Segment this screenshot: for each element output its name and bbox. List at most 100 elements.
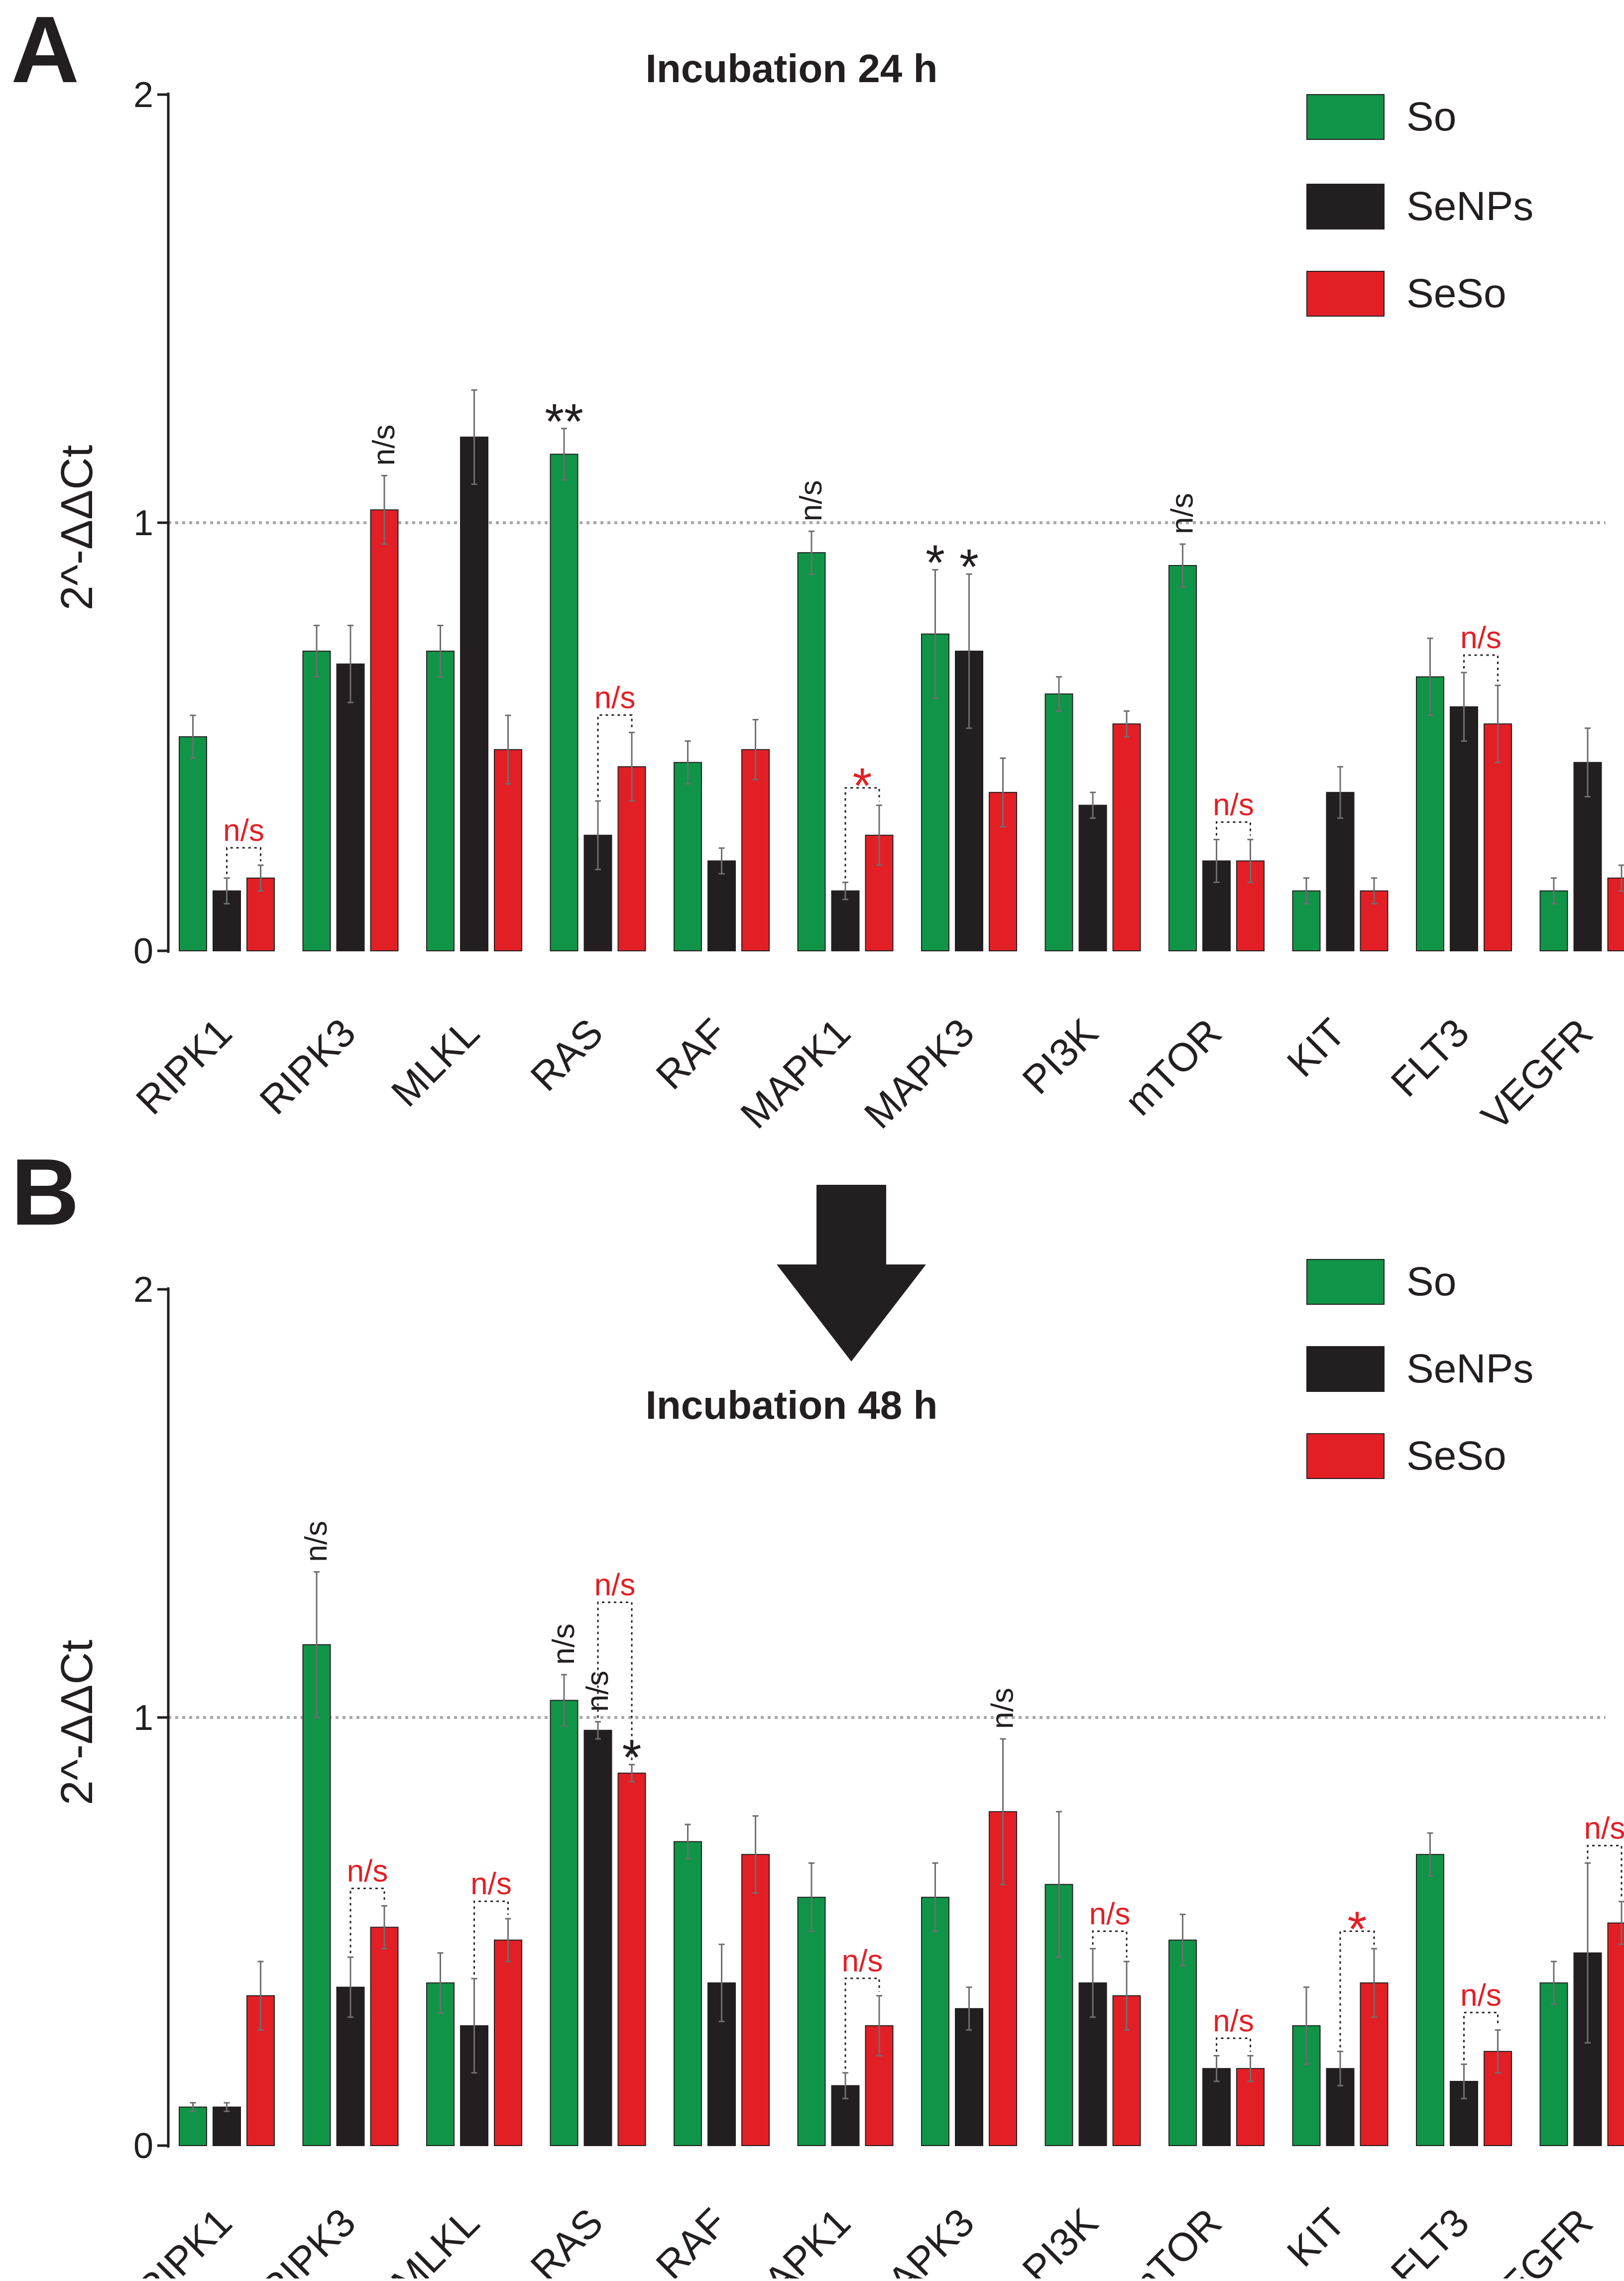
panel-letter-b: B	[11, 1140, 79, 1245]
bar	[584, 1730, 612, 2146]
significance-bracket	[1464, 655, 1498, 682]
bar	[1079, 805, 1107, 951]
panel-letter-a: A	[11, 0, 79, 103]
legend-label: So	[1406, 1259, 1456, 1304]
x-category-label: MAPK3	[856, 2200, 983, 2279]
bar	[674, 763, 701, 951]
x-category-label: MAPK1	[732, 2200, 859, 2279]
x-category-label: KIT	[1278, 1010, 1354, 1085]
bar	[303, 1645, 331, 2146]
transition-arrow-icon	[777, 1185, 926, 1362]
x-category-label: KIT	[1278, 2200, 1354, 2275]
y-tick-label: 0	[133, 931, 153, 971]
legend-swatch	[1307, 95, 1384, 139]
significance-label: *	[926, 535, 945, 591]
x-category-label: RAS	[522, 1010, 611, 1099]
bar	[179, 2107, 207, 2146]
bar	[371, 510, 398, 951]
x-category-label: MAPK1	[732, 1010, 859, 1137]
y-tick-label: 1	[133, 1698, 153, 1738]
y-tick-label: 2	[133, 1270, 153, 1310]
significance-label: n/s	[223, 813, 264, 848]
x-category-label: RIPK1	[127, 1010, 240, 1123]
x-category-label: FLT3	[1383, 1010, 1478, 1105]
significance-bracket	[1093, 1931, 1127, 1957]
significance-label: n/s	[1213, 788, 1254, 822]
bar	[798, 1897, 825, 2146]
significance-label: n/s	[1584, 1811, 1624, 1845]
bar	[337, 664, 364, 951]
bar	[461, 437, 488, 951]
significance-label: n/s	[367, 425, 401, 466]
bar	[1113, 724, 1141, 951]
x-category-label: VEGFR	[1473, 1010, 1601, 1139]
bar	[179, 737, 207, 951]
significance-label: *	[853, 758, 872, 814]
legend-swatch	[1307, 1434, 1384, 1479]
y-tick-label: 2	[133, 75, 153, 115]
significance-label: n/s	[1165, 493, 1200, 534]
x-category-label: RIPK3	[251, 1010, 364, 1123]
significance-label: *	[959, 539, 979, 595]
significance-label: n/s	[470, 1867, 512, 1901]
significance-bracket	[1588, 1845, 1622, 1897]
x-category-label: VEGFR	[1473, 2200, 1601, 2279]
panel-a-title: Incubation 24 h	[646, 46, 938, 91]
panel-b-title: Incubation 48 h	[646, 1383, 938, 1427]
legend-swatch	[1307, 184, 1384, 229]
y-tick-label: 0	[133, 2126, 153, 2166]
significance-label: n/s	[594, 1568, 636, 1602]
significance-label: *	[1348, 1901, 1367, 1957]
bar	[1416, 1854, 1444, 2146]
bar	[303, 651, 331, 951]
significance-label: n/s	[1460, 621, 1502, 655]
bar	[213, 2107, 240, 2146]
significance-label: n/s	[299, 1521, 334, 1562]
x-category-label: PI3K	[1014, 1010, 1106, 1103]
significance-label: n/s	[986, 1688, 1020, 1729]
significance-label: n/s	[842, 1944, 883, 1978]
bar	[1169, 566, 1196, 951]
significance-label: *	[622, 1730, 642, 1786]
x-category-label: MAPK3	[856, 1010, 983, 1137]
significance-label: n/s	[1460, 1978, 1502, 2013]
bar	[1416, 677, 1444, 951]
bar	[1045, 694, 1073, 951]
significance-label: n/s	[1089, 1897, 1131, 1931]
significance-bracket	[1217, 2038, 1251, 2052]
significance-label: **	[545, 394, 583, 450]
x-category-label: mTOR	[1116, 2200, 1230, 2279]
significance-bracket	[227, 848, 261, 874]
significance-bracket	[1217, 822, 1251, 835]
bar	[551, 1701, 578, 2146]
x-category-label: RIPK1	[127, 2200, 240, 2279]
x-category-label: mTOR	[1116, 1010, 1230, 1124]
x-category-label: RAF	[647, 1010, 735, 1098]
bar	[618, 1773, 646, 2146]
bar	[1608, 1923, 1624, 2146]
x-category-label: FLT3	[1383, 2200, 1478, 2279]
bar	[427, 651, 454, 951]
legend-swatch	[1307, 1259, 1384, 1304]
x-category-label: RAF	[647, 2200, 735, 2279]
panel-a-y-axis-label: 2^-ΔΔCt	[52, 445, 102, 611]
bar	[674, 1841, 701, 2146]
bar	[1169, 1940, 1196, 2146]
significance-label: n/s	[794, 480, 828, 521]
significance-label: n/s	[547, 1623, 581, 1665]
legend-label: So	[1406, 94, 1456, 139]
significance-label: n/s	[347, 1854, 388, 1888]
bar	[798, 553, 825, 951]
x-category-label: MLKL	[383, 1010, 488, 1115]
legend-label: SeSo	[1406, 271, 1507, 316]
bar	[551, 454, 578, 951]
bar	[1540, 1983, 1568, 2146]
legend-swatch	[1307, 271, 1384, 316]
legend-swatch	[1307, 1347, 1384, 1391]
x-category-label: RAS	[522, 2200, 611, 2279]
y-tick-label: 1	[133, 503, 153, 543]
bar	[1450, 707, 1478, 951]
